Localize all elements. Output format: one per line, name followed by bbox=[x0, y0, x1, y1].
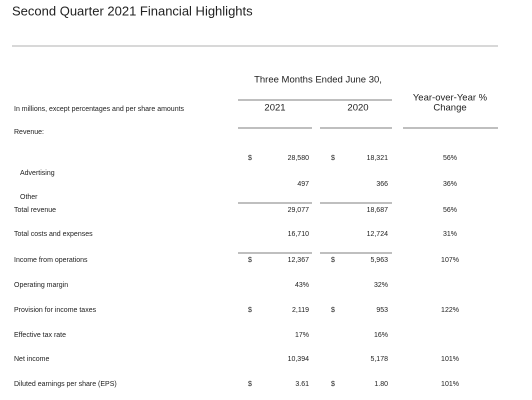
value-2020: 5,178 bbox=[370, 356, 388, 363]
column-header: 2021 bbox=[264, 103, 285, 114]
yoy-change: 56% bbox=[443, 207, 457, 214]
currency-sign: $ bbox=[331, 381, 335, 388]
row-label: Total costs and expenses bbox=[14, 231, 93, 238]
row-label: Net income bbox=[14, 356, 50, 363]
change-header: Year-over-Year % bbox=[413, 93, 488, 104]
value-2021: 28,580 bbox=[288, 155, 310, 162]
column-header: 2020 bbox=[347, 103, 368, 114]
yoy-change: 101% bbox=[441, 381, 459, 388]
currency-sign: $ bbox=[331, 257, 335, 264]
value-2021: 3.61 bbox=[295, 381, 309, 388]
value-2021: 10,394 bbox=[288, 356, 310, 363]
value-2021: 17% bbox=[295, 332, 309, 339]
note: In millions, except percentages and per … bbox=[14, 106, 185, 113]
yoy-change: 101% bbox=[441, 356, 459, 363]
row-label: Effective tax rate bbox=[14, 332, 66, 339]
currency-sign: $ bbox=[248, 257, 252, 264]
value-2020: 366 bbox=[376, 181, 388, 188]
row-label: Advertising bbox=[20, 170, 55, 177]
row-label: Revenue: bbox=[14, 129, 44, 136]
yoy-change: 36% bbox=[443, 181, 457, 188]
value-2020: 32% bbox=[374, 282, 388, 289]
row-label: Total revenue bbox=[14, 207, 56, 214]
value-2020: 953 bbox=[376, 307, 388, 314]
value-2020: 5,963 bbox=[370, 257, 388, 264]
row-label: Diluted earnings per share (EPS) bbox=[14, 381, 117, 388]
row-label: Other bbox=[20, 194, 38, 201]
value-2021: 29,077 bbox=[288, 207, 310, 214]
yoy-change: 107% bbox=[441, 257, 459, 264]
yoy-change: 56% bbox=[443, 155, 457, 162]
currency-sign: $ bbox=[248, 155, 252, 162]
value-2021: 2,119 bbox=[292, 307, 309, 314]
row-label: Income from operations bbox=[14, 257, 88, 264]
yoy-change: 122% bbox=[441, 307, 459, 314]
row-label: Provision for income taxes bbox=[14, 307, 97, 314]
yoy-change: 31% bbox=[443, 231, 457, 238]
currency-sign: $ bbox=[248, 307, 252, 314]
currency-sign: $ bbox=[331, 307, 335, 314]
value-2020: 16% bbox=[374, 332, 388, 339]
value-2021: 43% bbox=[295, 282, 309, 289]
value-2020: 18,321 bbox=[367, 155, 389, 162]
value-2021: 16,710 bbox=[288, 231, 310, 238]
value-2020: 1.80 bbox=[374, 381, 388, 388]
row-label: Operating margin bbox=[14, 282, 68, 289]
value-2020: 18,687 bbox=[367, 207, 389, 214]
change-header: Change bbox=[433, 103, 466, 114]
value-2021: 497 bbox=[297, 181, 309, 188]
period-header: Three Months Ended June 30, bbox=[254, 75, 382, 86]
title: Second Quarter 2021 Financial Highlights bbox=[12, 3, 253, 18]
currency-sign: $ bbox=[248, 381, 252, 388]
value-2020: 12,724 bbox=[367, 231, 389, 238]
value-2021: 12,367 bbox=[288, 257, 310, 264]
currency-sign: $ bbox=[331, 155, 335, 162]
